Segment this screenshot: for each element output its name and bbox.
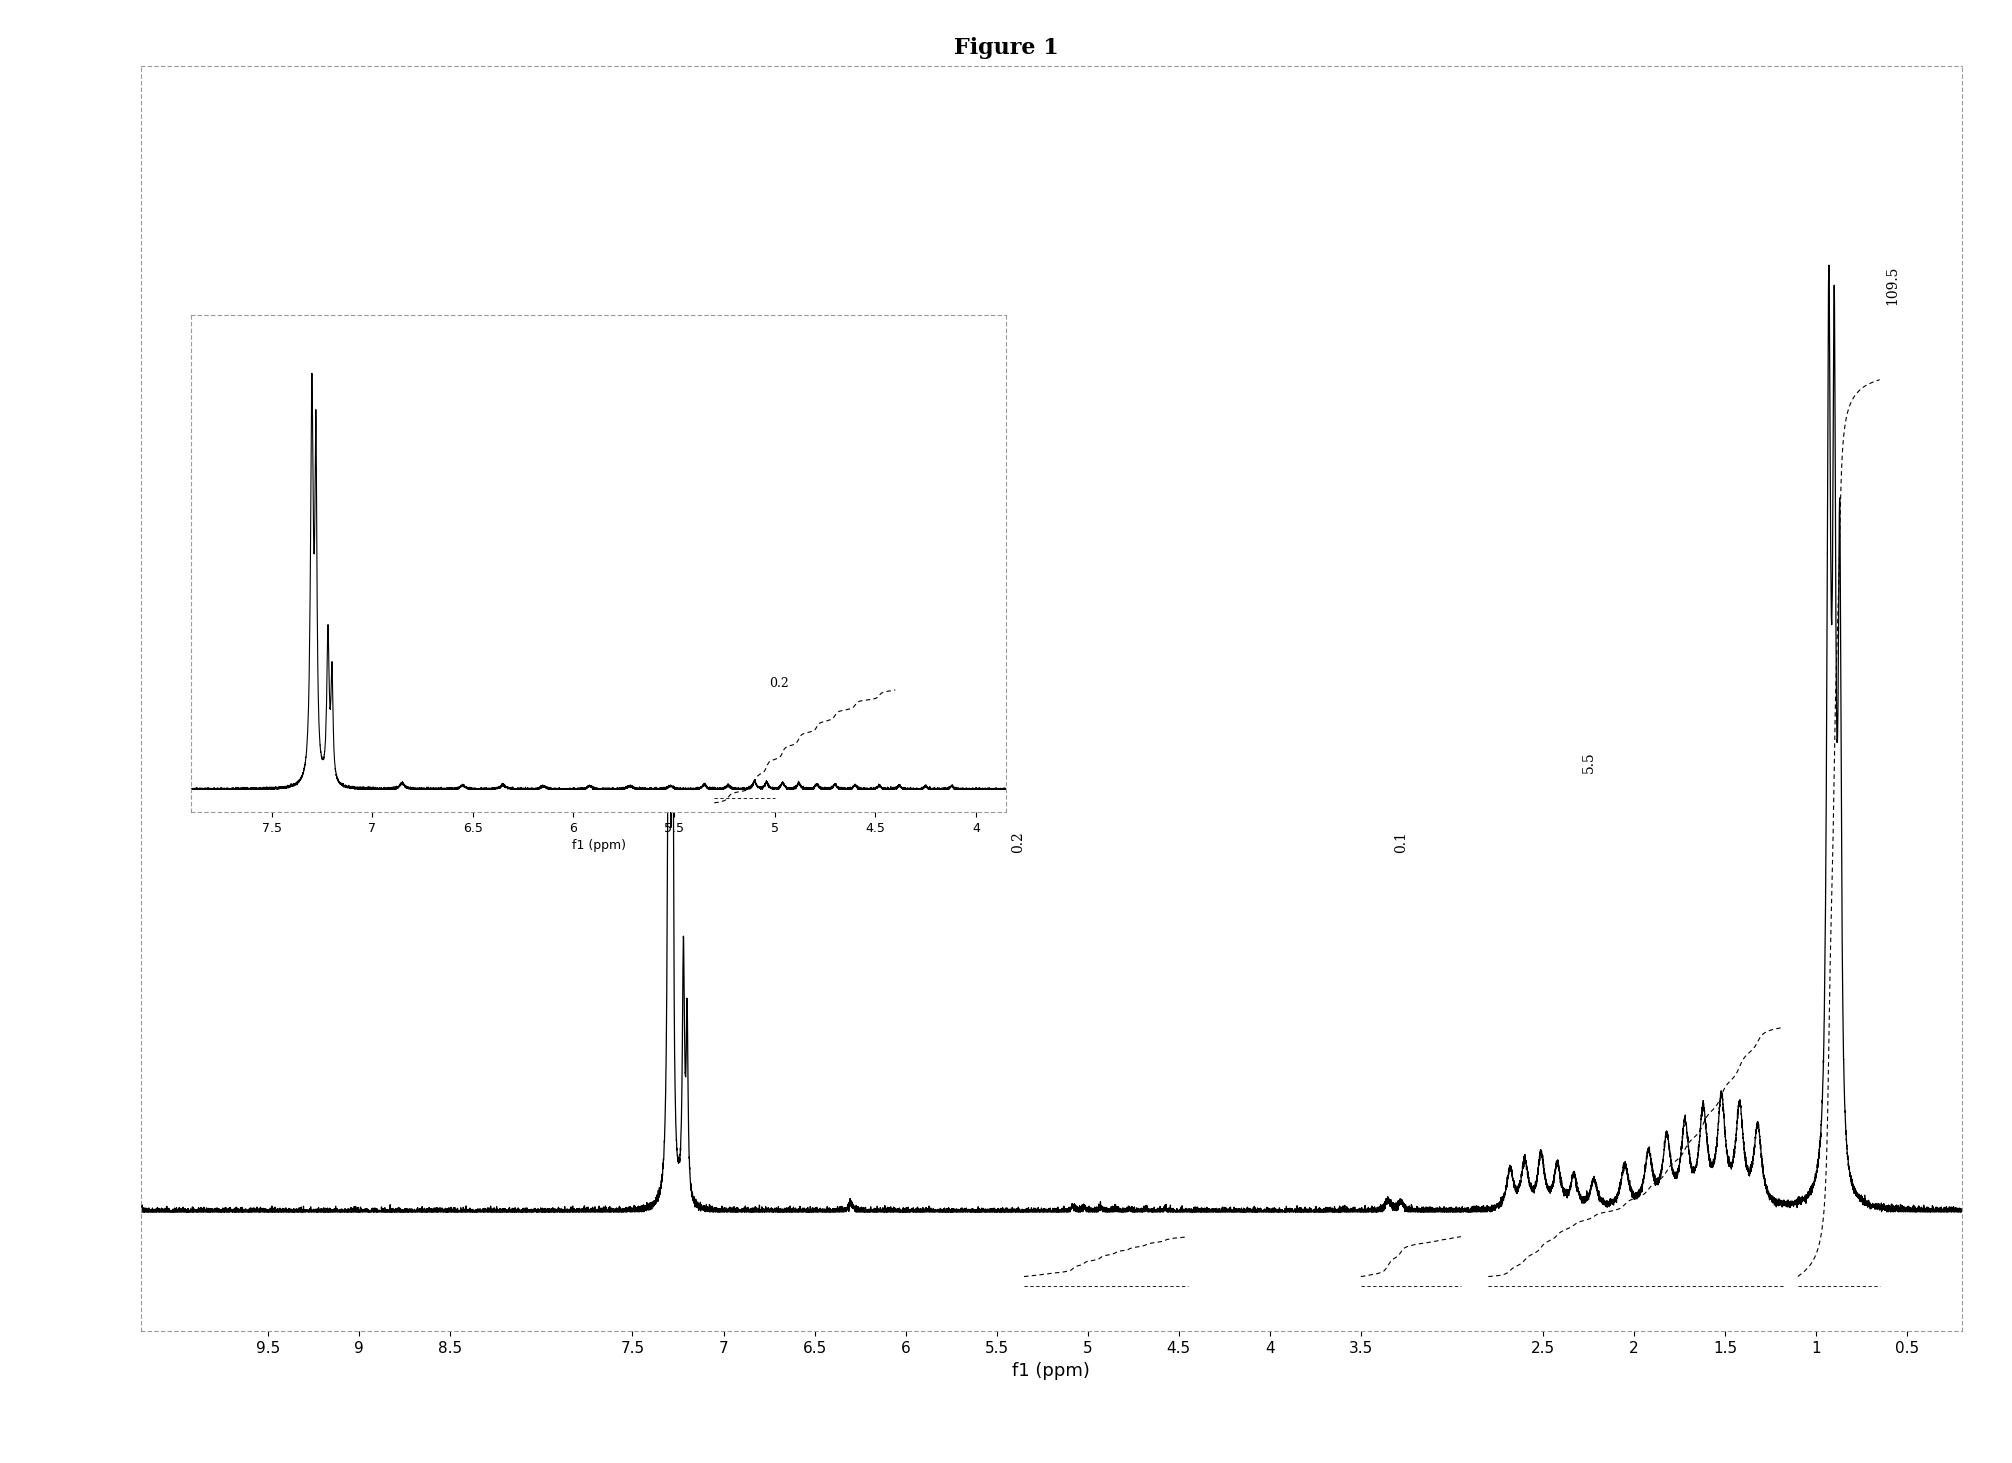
Text: 109.5: 109.5 bbox=[1885, 266, 1899, 304]
Text: 5.5: 5.5 bbox=[1581, 752, 1596, 774]
Text: 0.2: 0.2 bbox=[1012, 831, 1026, 853]
Text: 0.1: 0.1 bbox=[1394, 831, 1408, 853]
X-axis label: f1 (ppm): f1 (ppm) bbox=[1012, 1362, 1091, 1380]
Text: 0.2: 0.2 bbox=[769, 677, 789, 691]
X-axis label: f1 (ppm): f1 (ppm) bbox=[571, 838, 626, 851]
Text: Figure 1: Figure 1 bbox=[954, 37, 1058, 59]
